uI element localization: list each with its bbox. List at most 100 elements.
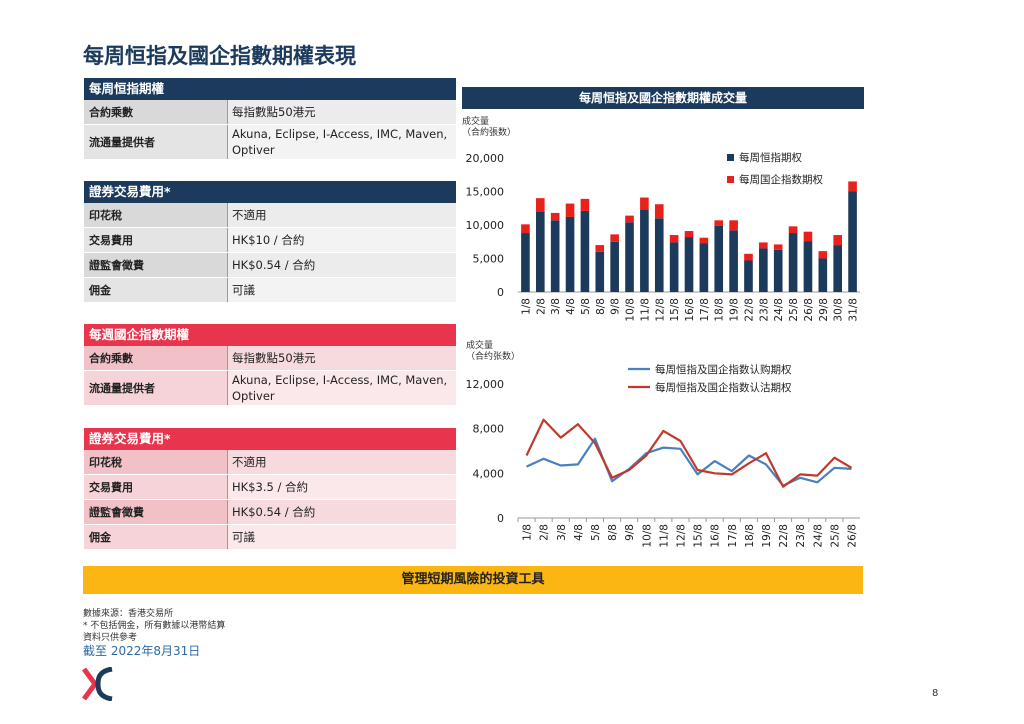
- row-label: 合約乘數: [84, 100, 227, 124]
- bar-hsi: [848, 191, 857, 292]
- banner: 管理短期風險的投資工具: [83, 566, 863, 594]
- as-of-date: 截至 2022年8月31日: [83, 644, 201, 658]
- footnote: * 不包括佣金，所有數據以港幣結算: [83, 621, 226, 631]
- legend-label: 每周恒指期权: [739, 151, 802, 164]
- hsi-options-table: 合約乘數 每指數點50港元 流通量提供者 Akuna, Eclipse, I-A…: [84, 100, 456, 160]
- table-row: 合約乘數 每指數點50港元: [84, 346, 456, 371]
- bar-hhi: [669, 235, 679, 243]
- x-tick-label: 18/8: [714, 298, 726, 322]
- x-tick-label: 22/8: [778, 524, 790, 548]
- disclaimer: 資料只供參考: [83, 633, 138, 643]
- page-number: 8: [932, 688, 939, 699]
- table-row: 佣金 可議: [84, 278, 456, 303]
- bar-hsi: [610, 241, 619, 292]
- y-tick-label: 0: [497, 512, 504, 525]
- x-tick-label: 26/8: [803, 298, 815, 322]
- x-tick-label: 24/8: [773, 298, 785, 322]
- bar-hsi: [595, 251, 605, 292]
- y-axis-label: （合约张数）: [466, 350, 520, 362]
- x-tick-label: 31/8: [848, 298, 860, 322]
- bar-hsi: [565, 216, 575, 292]
- bar-hhi: [773, 244, 783, 250]
- legend-swatch: [727, 176, 734, 183]
- table-row: 佣金 可議: [84, 525, 456, 550]
- hhi-options-table: 合約乘數 每指數點50港元 流通量提供者 Akuna, Eclipse, I-A…: [84, 346, 456, 406]
- row-value: 可議: [227, 278, 456, 302]
- row-label: 交易費用: [84, 228, 227, 252]
- row-value: HK$0.54 / 合約: [227, 253, 456, 277]
- x-tick-label: 10/8: [641, 524, 653, 548]
- row-value: Akuna, Eclipse, I-Access, IMC, Maven, Op…: [227, 371, 456, 405]
- row-label: 印花稅: [84, 450, 227, 474]
- row-value: 不適用: [227, 203, 456, 227]
- call-put-line-chart: 成交量（合约张数） 0 4,000 8,000 12,000 1/8 2/8 3/8 4/8 5/…: [466, 339, 860, 548]
- bar-hsi: [773, 249, 783, 292]
- page-title: 每周恒指及國企指數期權表現: [83, 44, 356, 68]
- x-tick-label: 19/8: [729, 298, 741, 322]
- table-row: 證監會徵費 HK$0.54 / 合約: [84, 500, 456, 525]
- table-row: 交易費用 HK$3.5 / 合約: [84, 475, 456, 500]
- bar-hsi: [550, 220, 560, 292]
- x-tick-label: 15/8: [693, 524, 705, 548]
- hsi-options-panel: 每周恒指期權 合約乘數 每指數點50港元 流通量提供者 Akuna, Eclip…: [84, 78, 456, 160]
- hhi-options-header: 每週國企指數期權: [84, 324, 456, 346]
- x-tick-label: 30/8: [833, 298, 845, 322]
- series-line-call: [526, 437, 852, 487]
- y-tick-label: 8,000: [473, 423, 505, 436]
- legend-label: 每周恒指及国企指数认沽期权: [655, 381, 792, 394]
- legend-label: 每周恒指及国企指数认购期权: [655, 363, 792, 376]
- table-row: 合約乘數 每指數點50港元: [84, 100, 456, 125]
- bar-hhi: [699, 237, 709, 244]
- row-value: Akuna, Eclipse, I-Access, IMC, Maven, Op…: [227, 125, 456, 159]
- x-tick-label: 23/8: [758, 298, 770, 322]
- bar-hsi: [625, 222, 634, 292]
- hhi-options-panel: 每週國企指數期權 合約乘數 每指數點50港元 流通量提供者 Akuna, Ecl…: [84, 324, 456, 406]
- y-tick-label: 0: [497, 286, 504, 299]
- bar-hsi: [684, 237, 694, 292]
- x-tick-label: 26/8: [846, 524, 858, 548]
- x-tick-label: 2/8: [535, 298, 547, 315]
- bar-hhi: [744, 253, 753, 261]
- x-tick-label: 9/8: [610, 298, 622, 315]
- x-tick-label: 22/8: [743, 298, 755, 322]
- row-label: 交易費用: [84, 475, 227, 499]
- series-line-put: [525, 418, 853, 488]
- bar-hhi: [535, 198, 545, 212]
- x-tick-label: 17/8: [699, 298, 711, 322]
- bar-hhi: [640, 197, 649, 210]
- hhi-fees-header: 證券交易費用*: [84, 428, 456, 450]
- hsi-fees-header: 證券交易費用*: [84, 181, 456, 203]
- bar-hhi: [714, 220, 724, 226]
- source-note: 數據來源：香港交易所: [83, 609, 174, 619]
- y-tick-label: 15,000: [466, 186, 505, 199]
- hsi-fees-panel: 證券交易費用* 印花稅 不適用 交易費用 HK$10 / 合約 證監會徵費 HK…: [84, 181, 456, 303]
- x-tick-label: 17/8: [727, 524, 739, 548]
- bar-hhi: [818, 251, 828, 259]
- table-row: 流通量提供者 Akuna, Eclipse, I-Access, IMC, Ma…: [84, 371, 456, 406]
- legend-label: 每周国企指数期权: [739, 173, 823, 186]
- x-tick-label: 2/8: [539, 524, 551, 541]
- row-label: 印花稅: [84, 203, 227, 227]
- x-tick-label: 3/8: [556, 524, 568, 541]
- bar-hhi: [654, 204, 664, 219]
- bar-hhi: [684, 231, 694, 238]
- bar-hsi: [640, 209, 649, 292]
- row-label: 佣金: [84, 278, 227, 302]
- hsi-options-header: 每周恒指期權: [84, 78, 456, 100]
- bar-hsi: [654, 218, 664, 292]
- y-tick-label: 20,000: [466, 152, 505, 165]
- bar-hsi: [535, 211, 545, 292]
- hhi-fees-table: 印花稅 不適用 交易費用 HK$3.5 / 合約 證監會徵費 HK$0.54 /…: [84, 450, 456, 550]
- x-tick-label: 5/8: [580, 298, 592, 315]
- x-tick-label: 16/8: [684, 298, 696, 322]
- row-value: 每指數點50港元: [227, 346, 456, 370]
- bar-hsi: [669, 242, 679, 292]
- x-tick-label: 18/8: [744, 524, 756, 548]
- y-axis-label: （合約張数）: [462, 126, 516, 138]
- bar-hhi: [625, 215, 634, 223]
- bar-hhi: [595, 245, 605, 252]
- row-label: 佣金: [84, 525, 227, 549]
- bar-hhi: [580, 198, 590, 211]
- x-tick-label: 25/8: [829, 524, 841, 548]
- x-tick-label: 25/8: [788, 298, 800, 322]
